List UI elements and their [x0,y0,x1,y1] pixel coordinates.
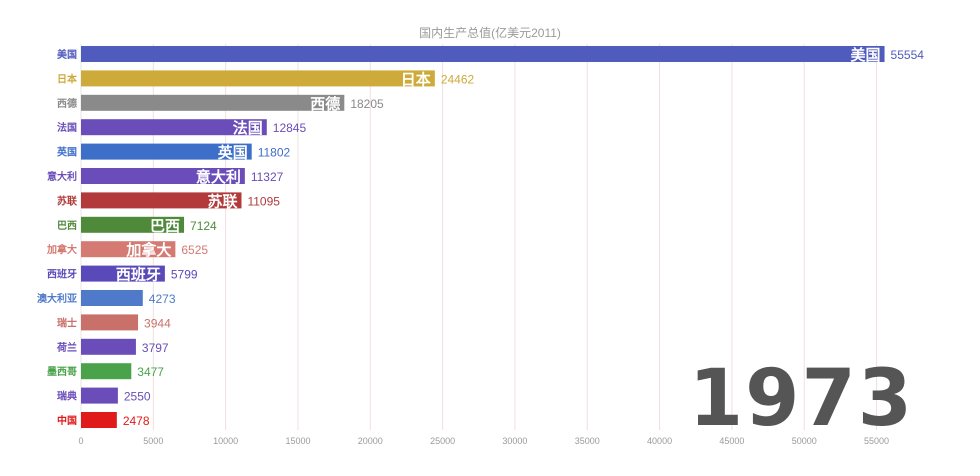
data-label: 5799 [171,268,198,282]
data-label: 6525 [181,243,208,257]
x-tick-label: 10000 [213,436,238,446]
bar-name-label: 意大利 [196,168,241,186]
x-tick-label: 0 [78,436,83,446]
bar-name-label: 法国 [233,119,263,137]
bar-name-label: 巴西 [150,218,180,235]
bar-name-label: 苏联 [207,192,238,210]
data-label: 11095 [247,194,280,208]
bar [81,168,245,184]
y-tick-label: 荷兰 [56,341,77,354]
data-label: 18205 [350,97,384,111]
y-tick-label: 西班牙 [47,268,77,281]
y-tick-label: 加拿大 [46,243,77,256]
data-label: 3944 [144,316,171,330]
bar-name-label: 西德 [310,95,340,113]
data-label: 4273 [149,292,176,306]
x-tick-label: 40000 [647,436,672,446]
bars: 美国 55554 日本 24462 西德 18205 法国 12845 英国 11802 意大利 11… [81,46,924,428]
data-label: 55554 [891,48,925,62]
bar [81,314,139,331]
x-axis: 0 5000 10000 15000 20000 25000 30000 35000 40000… [78,44,889,446]
y-tick-label: 瑞士 [57,316,77,329]
y-tick-label: 意大利 [47,170,77,183]
y-tick-label: 瑞典 [57,390,77,403]
y-tick-label: 澳大利亚 [37,292,77,305]
bar [81,70,435,87]
data-label: 24462 [441,72,475,86]
x-tick-label: 20000 [358,436,383,446]
data-label: 11327 [251,170,284,184]
x-tick-label: 5000 [143,436,163,446]
y-tick-label: 美国 [57,48,77,61]
y-tick-label: 苏联 [57,194,77,207]
x-tick-label: 50000 [792,436,817,446]
y-tick-label: 中国 [57,414,77,427]
chart-title: 国内生产总值(亿美元2011) [419,25,561,40]
data-label: 3797 [142,341,169,355]
y-tick-label: 巴西 [57,220,77,232]
bar [81,119,267,136]
bar [81,241,176,258]
bar [81,46,885,62]
year-label: 1973 [688,354,914,444]
y-tick-label: 日本 [57,72,78,85]
x-tick-label: 35000 [575,436,600,446]
data-label: 11802 [258,146,291,160]
x-tick-label: 55000 [864,436,889,446]
bar [81,94,345,111]
data-label: 2478 [123,414,150,428]
y-tick-label: 英国 [56,146,77,159]
bar [81,363,132,380]
y-tick-label: 墨西哥 [47,366,77,378]
bar [81,412,117,428]
bar-name-label: 美国 [851,46,881,64]
x-tick-label: 25000 [430,436,455,446]
x-tick-label: 15000 [285,436,310,446]
x-tick-label: 45000 [719,436,744,446]
bar [81,387,118,404]
bar-name-label: 加拿大 [125,241,171,259]
data-label: 2550 [124,390,151,404]
bar [81,216,185,233]
bar [81,192,242,209]
bar-name-label: 西班牙 [116,266,161,284]
x-tick-label: 30000 [502,436,527,446]
bar [81,265,165,282]
data-label: 7124 [190,219,217,233]
bar-name-label: 英国 [218,144,248,162]
bar-name-label: 日本 [401,70,431,88]
data-label: 3477 [137,365,164,379]
y-tick-label: 西德 [57,97,77,110]
bar [81,338,136,355]
y-tick-label: 法国 [57,121,77,134]
bar [81,290,143,306]
bar [81,143,252,160]
data-label: 12845 [273,121,307,135]
